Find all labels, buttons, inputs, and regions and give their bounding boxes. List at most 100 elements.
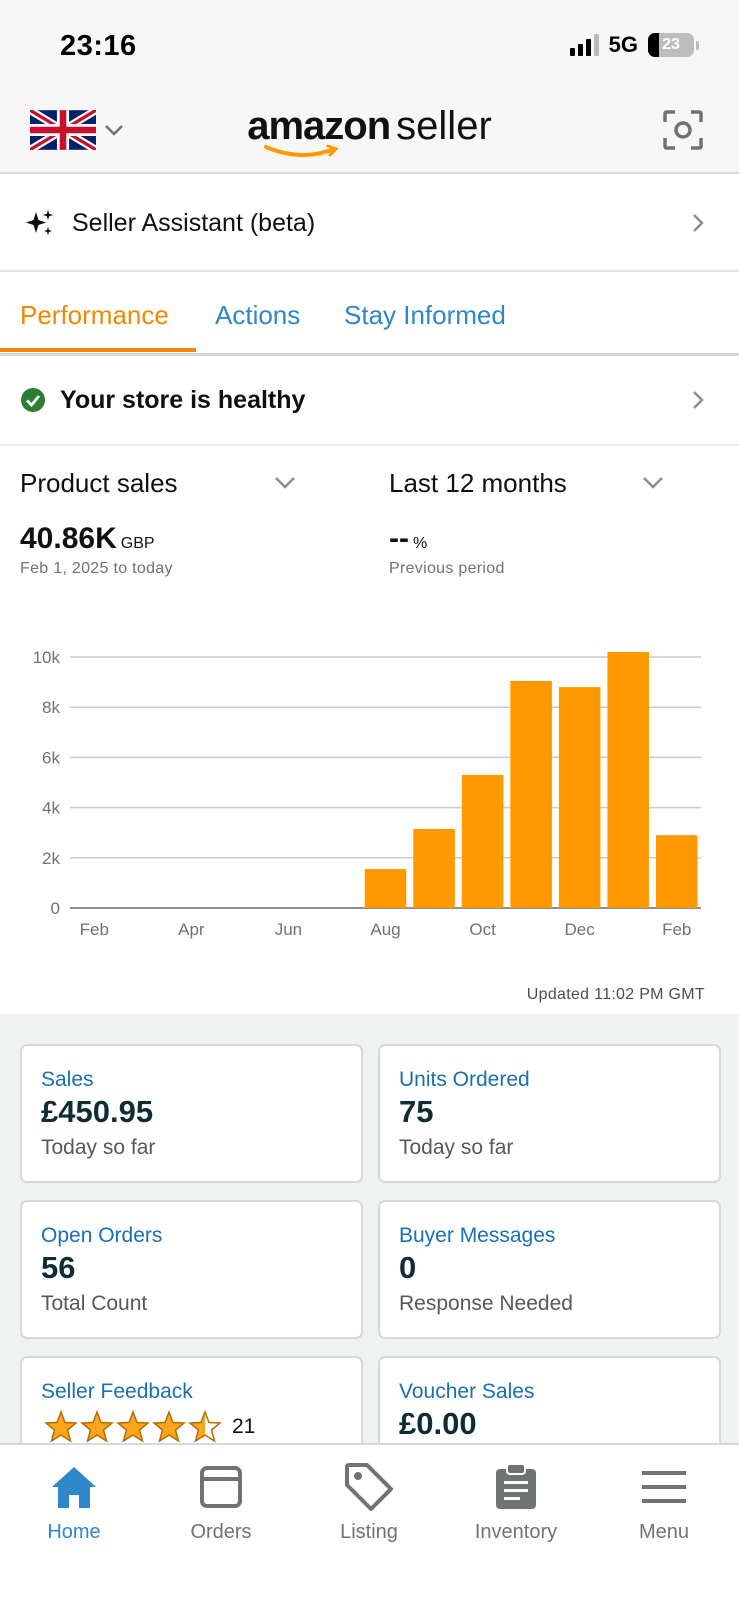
marketplace-selector[interactable] <box>30 110 124 150</box>
amazon-seller-logo: amazon seller <box>0 104 739 149</box>
sales-bar-chart: 0 2k 4k 6k 8k 10k Feb Apr Jun Aug Oct Dec Feb <box>33 648 701 939</box>
card-value: £0.00 <box>399 1406 477 1441</box>
open-orders-card[interactable]: Open Orders 56 Total Count <box>20 1200 363 1339</box>
battery-tip <box>696 40 699 50</box>
period-caption: Previous period <box>389 560 505 577</box>
battery-icon: 23 <box>648 33 694 57</box>
bar-oct <box>461 774 504 908</box>
nav-label: Listing <box>340 1521 398 1543</box>
seller-assistant-label: Seller Assistant (beta) <box>72 208 316 237</box>
kpi-cards-section: Sales £450.95 Today so far Units Ordered… <box>0 1014 739 1495</box>
metric-value-block: 40.86K GBP <box>20 522 155 556</box>
period-selector[interactable]: Last 12 months <box>389 468 567 498</box>
period-unit: % <box>412 535 428 552</box>
orders-box-icon <box>200 1466 242 1508</box>
card-title: Sales <box>41 1068 94 1091</box>
card-value: £450.95 <box>41 1094 154 1129</box>
metric-range: Feb 1, 2025 to today <box>20 560 173 577</box>
x-tick-label: Feb <box>80 920 109 939</box>
nav-listing[interactable]: Listing <box>309 1459 429 1544</box>
x-tick-label: Dec <box>565 920 596 939</box>
star-full-icon <box>152 1410 186 1443</box>
star-full-icon <box>80 1410 114 1443</box>
app-header: amazon seller <box>0 96 739 174</box>
card-subtitle: Today so far <box>41 1136 156 1159</box>
clipboard-icon <box>496 1463 536 1509</box>
store-health-row[interactable]: Your store is healthy <box>0 356 739 446</box>
bar-dec <box>558 687 601 908</box>
nav-home[interactable]: Home <box>14 1459 134 1544</box>
tab-actions[interactable]: Actions <box>215 300 301 330</box>
status-time: 23:16 <box>60 30 137 62</box>
x-tick-label: Jun <box>275 920 302 939</box>
updated-timestamp: Updated 11:02 PM GMT <box>526 986 705 1003</box>
tag-icon <box>345 1463 393 1511</box>
star-half-icon <box>188 1410 222 1443</box>
bar-aug <box>364 869 407 908</box>
metric-value: 40.86K <box>20 522 117 555</box>
nav-orders[interactable]: Orders <box>161 1459 281 1544</box>
status-bar: 23:16 5G 23 <box>0 0 739 96</box>
bar-nov <box>510 680 552 908</box>
nav-label: Menu <box>638 1521 690 1543</box>
y-tick-label: 0 <box>51 899 60 918</box>
nav-inventory[interactable]: Inventory <box>456 1459 576 1544</box>
nav-label: Orders <box>190 1521 252 1543</box>
logo-suffix: seller <box>396 104 492 148</box>
x-tick-label: Aug <box>370 920 400 939</box>
scan-camera-icon[interactable] <box>663 110 703 150</box>
check-circle-icon <box>21 388 45 412</box>
bottom-nav: Home Orders Listing <box>0 1443 739 1600</box>
nav-label: Home <box>47 1521 101 1543</box>
nav-menu[interactable]: Menu <box>604 1459 724 1544</box>
x-tick-label: Apr <box>178 920 205 939</box>
units-ordered-card[interactable]: Units Ordered 75 Today so far <box>378 1044 721 1183</box>
period-value-block: --% <box>389 522 427 556</box>
status-indicators: 5G 23 <box>569 32 699 58</box>
period-value: -- <box>389 522 409 555</box>
card-title: Units Ordered <box>399 1068 530 1091</box>
card-title: Buyer Messages <box>399 1224 556 1247</box>
card-title: Voucher Sales <box>399 1380 535 1403</box>
y-tick-label: 10k <box>33 648 61 667</box>
star-full-icon <box>44 1410 78 1443</box>
sales-chart: 0 2k 4k 6k 8k 10k Feb Apr Jun Aug Oct Dec Feb <box>0 640 739 970</box>
metric-unit: GBP <box>120 535 155 552</box>
sales-card[interactable]: Sales £450.95 Today so far <box>20 1044 363 1183</box>
y-tick-label: 6k <box>42 748 60 767</box>
card-title: Seller Feedback <box>41 1380 193 1403</box>
card-value: 56 <box>41 1250 76 1285</box>
tab-performance[interactable]: Performance <box>20 300 169 330</box>
network-type: 5G <box>608 32 638 57</box>
metric-selector[interactable]: Product sales <box>20 468 178 498</box>
tab-bar: Performance Actions Stay Informed <box>0 278 739 356</box>
amazon-smile-icon <box>264 144 339 158</box>
seller-assistant-row[interactable]: Seller Assistant (beta) <box>0 176 739 272</box>
star-full-icon <box>116 1410 150 1443</box>
bar-jan <box>607 652 649 908</box>
tab-stay-informed[interactable]: Stay Informed <box>344 300 506 330</box>
uk-flag-icon <box>30 110 96 150</box>
chevron-down-icon[interactable] <box>274 474 296 490</box>
chevron-right-icon <box>693 214 704 232</box>
card-value: 75 <box>399 1094 434 1129</box>
sparkle-icon <box>26 210 53 235</box>
bar-feb <box>655 835 698 908</box>
card-subtitle: Response Needed <box>399 1292 573 1315</box>
chevron-right-icon <box>693 391 704 409</box>
home-icon <box>52 1467 96 1508</box>
hamburger-menu-icon <box>642 1471 686 1503</box>
card-subtitle: Today so far <box>399 1136 514 1159</box>
star-rating: 21 <box>44 1410 255 1443</box>
y-tick-label: 2k <box>42 849 60 868</box>
x-tick-label: Oct <box>469 920 496 939</box>
chevron-down-icon <box>105 125 123 136</box>
card-title: Open Orders <box>41 1224 163 1247</box>
buyer-messages-card[interactable]: Buyer Messages 0 Response Needed <box>378 1200 721 1339</box>
chevron-down-icon[interactable] <box>642 474 664 490</box>
x-tick-label: Feb <box>662 920 691 939</box>
logo-word: amazon <box>247 104 391 148</box>
active-tab-indicator <box>0 348 196 352</box>
battery-level: 23 <box>662 36 680 53</box>
card-subtitle: Total Count <box>41 1292 148 1315</box>
